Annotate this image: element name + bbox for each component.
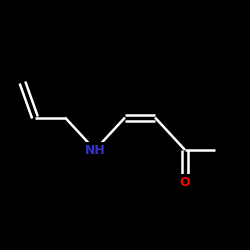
Text: NH: NH [84, 144, 105, 156]
Text: O: O [180, 176, 190, 189]
